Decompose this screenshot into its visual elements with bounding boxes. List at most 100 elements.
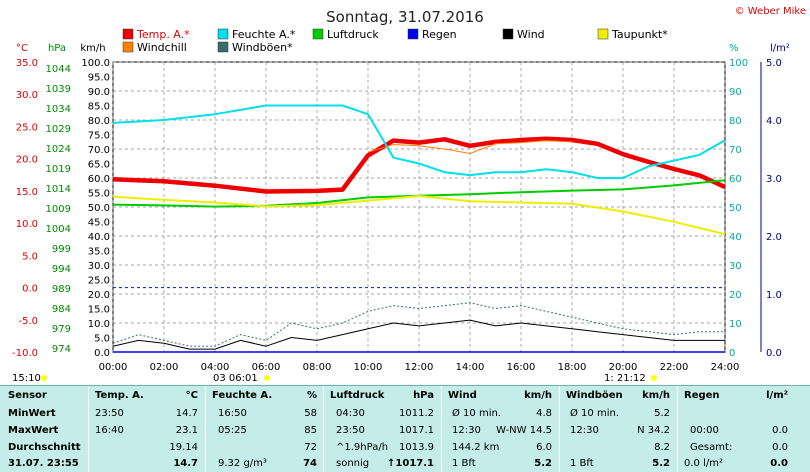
tick-hpa: 1004 [46,224,71,235]
tick-c: 5.0 [22,251,38,262]
legend-label: Wind [517,28,545,41]
tick-hpa: 1019 [46,164,71,175]
min-druck-time: 04:30 [336,408,365,419]
avg-boen: 8.2 [654,442,670,453]
tick-c: 0.0 [22,284,38,295]
series-windchill [367,140,573,154]
tick-rain: 1.0 [766,290,782,301]
tick-pct: 90 [729,87,742,98]
tick-hpa: 984 [52,304,71,315]
tick-hpa: 1029 [46,124,71,135]
col-druck: Luftdruck [330,390,385,401]
max-regen: 0.0 [772,425,788,436]
min-wind-label: Ø 10 min. [452,408,501,419]
tick-rain: 2.0 [766,232,782,243]
avg-regen-label: Gesamt: [690,442,733,453]
legend-swatch [217,28,229,40]
tick-kmh: 5.0 [94,334,110,345]
col-regen: Regen [684,390,720,401]
max-feuchte-time: 05:25 [218,425,247,436]
cur-feuchte: 74 [303,458,317,469]
tick-c: -10.0 [12,348,38,359]
tick-pct: 10 [729,319,742,330]
chart-axes: °C hPa km/h% l/m² 35.0 30.0 25.0 20.0 15.0 10.0 5.… [12,43,790,373]
cur-boen-bft: 1 Bft [570,458,594,469]
tick-c: 20.0 [16,155,38,166]
avg-feuchte: 72 [304,442,317,453]
tick-kmh: 90.0 [88,87,110,98]
col-wind: Wind [448,390,477,401]
tick-pct: 0 [729,348,735,359]
sunset-icon [651,375,657,381]
tick-hpa: 1014 [46,184,71,195]
tick-time: 06:00 [252,362,281,373]
legend-swatch [122,41,134,53]
sun-icon [41,375,47,381]
tick-kmh: 20.0 [88,290,110,301]
legend-swatch [122,28,134,40]
legend-label: Luftdruck [327,28,379,41]
min-boen-label: Ø 10 min. [570,408,619,419]
min-wind: 4.8 [536,408,552,419]
cur-regen-label: 0.0 l/m² [684,458,723,469]
tick-hpa: 1024 [46,144,71,155]
tick-hpa: 979 [52,324,71,335]
table-separator [323,386,324,472]
legend-swatch [597,28,609,40]
min-temp-time: 23:50 [95,408,124,419]
row-avg-label: Durchschnitt [8,442,81,453]
tick-hpa: 999 [52,244,71,255]
tick-rain: 4.0 [766,116,782,127]
col-regen-unit: l/m² [766,390,788,401]
tick-time: 08:00 [303,362,332,373]
max-wind-time: 12:30 [452,425,481,436]
tick-hpa: 994 [52,264,71,275]
credit-text: © Weber Mike [735,6,806,17]
tick-pct: 80 [729,116,742,127]
max-feuchte: 85 [304,425,317,436]
avg-temp: 19.14 [169,442,198,453]
table-separator [88,386,89,472]
max-regen-time: 00:00 [690,425,719,436]
tick-time: 04:00 [201,362,230,373]
series-windben [112,302,725,347]
tick-kmh: 95.0 [88,73,110,84]
tick-pct: 100 [729,58,748,69]
data-table: Sensor Temp. A. °C Feuchte A.% Luftdruck hPa W… [0,385,810,472]
col-temp-unit: °C [185,390,198,401]
min-feuchte: 58 [304,408,317,419]
tick-kmh: 60.0 [88,174,110,185]
cur-weather: sonnig [336,458,370,469]
col-druck-unit: hPa [413,390,434,401]
tick-pct: 70 [729,145,742,156]
tick-time: 16:00 [507,362,536,373]
col-temp: Temp. A. [95,390,144,401]
tick-kmh: 25.0 [88,276,110,287]
row-max-label: MaxWert [8,425,59,436]
col-boen: Windböen [566,390,623,401]
tick-c: 30.0 [16,90,38,101]
col-feuchte: Feuchte A. [212,390,273,401]
cur-abs-hum: 9.32 g/m³ [218,458,267,469]
max-wind: W-NW 14.5 [496,425,552,436]
cur-regen: 0.0 [770,458,788,469]
tick-kmh: 0.0 [94,348,110,359]
legend-label: Feuchte A.* [232,28,296,41]
max-temp-time: 16:40 [95,425,124,436]
tick-pct: 50 [729,203,742,214]
series-wind [112,319,725,350]
chart-legend: Temp. A.* Feuchte A.* Luftdruck Regen Wind Ta… [122,28,668,54]
sun-left-time: 15:10 [12,373,41,384]
tick-time: 02:00 [150,362,179,373]
row-current-label: 31.07. 23:55 [8,458,79,469]
tick-time: 22:00 [660,362,689,373]
table-separator [677,386,678,472]
series-feuchtea [112,104,726,179]
legend-swatch [217,41,229,53]
table-separator [559,386,560,472]
tick-kmh: 45.0 [88,218,110,229]
avg-druck: 1013.9 [399,442,434,453]
avg-druck-trend: ^1.9hPa/h [336,442,389,453]
tick-kmh: 55.0 [88,189,110,200]
tick-kmh: 30.0 [88,261,110,272]
